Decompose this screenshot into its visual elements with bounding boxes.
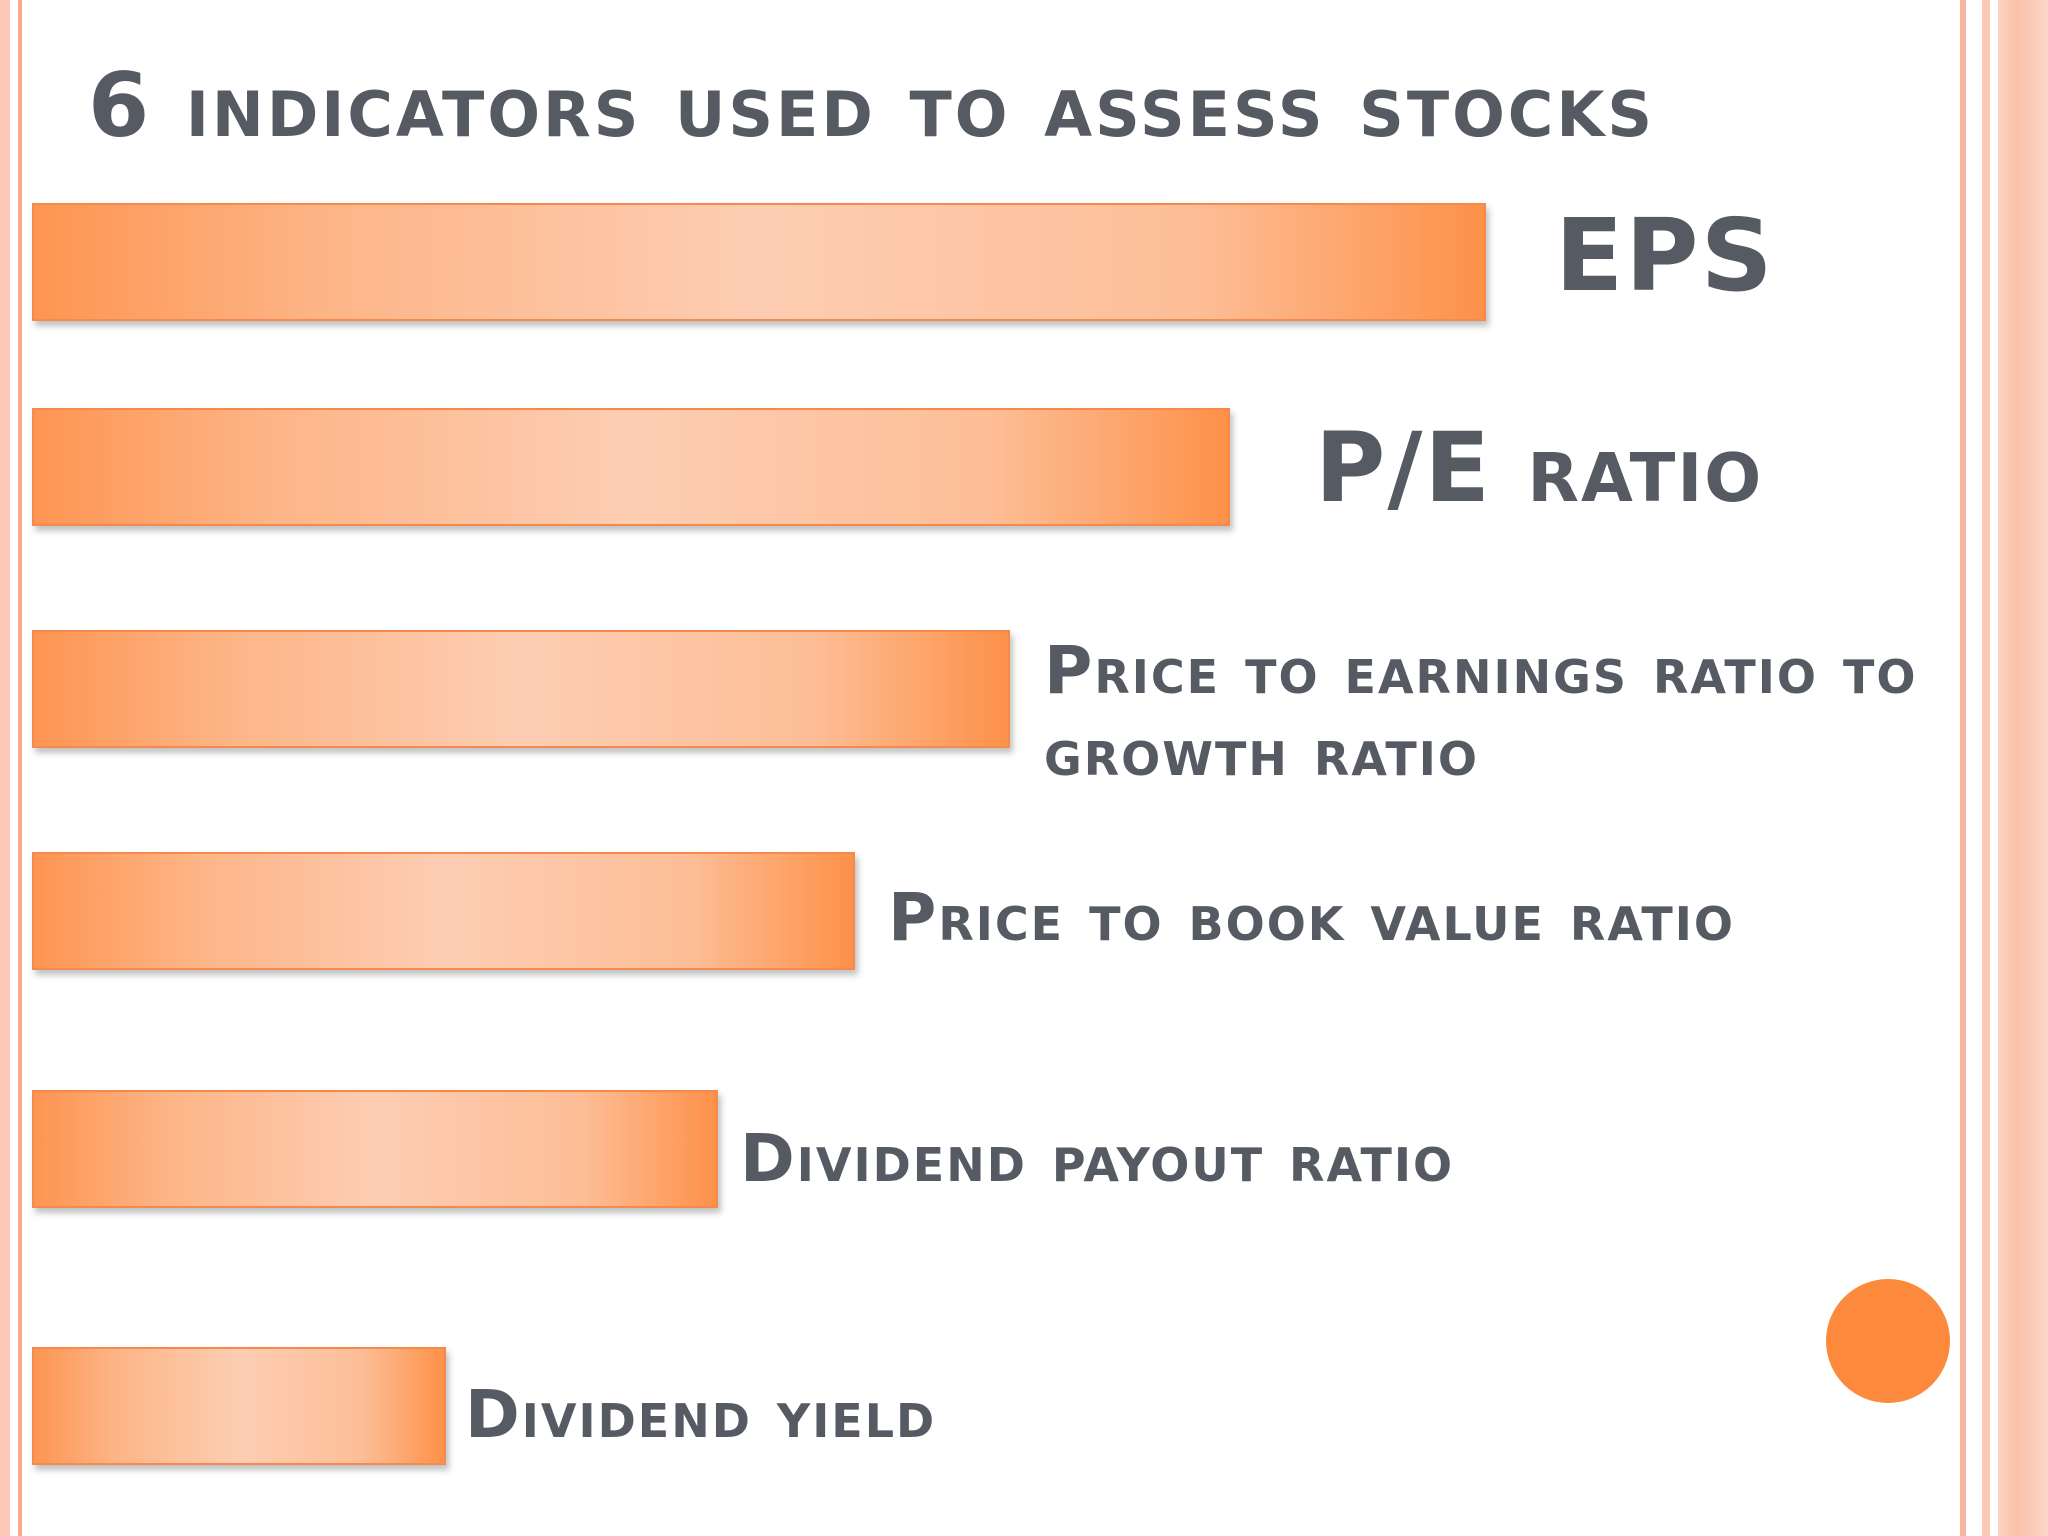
indicator-label-eps: EPS <box>1555 197 1775 314</box>
indicator-bar-pe-ratio <box>32 408 1230 526</box>
frame-stripe-right-outer <box>1998 0 2048 1536</box>
indicator-label-price-to-book: Price to book value ratio <box>888 879 1735 956</box>
indicator-bar-dividend-yield <box>32 1347 446 1465</box>
slide-title: 6 indicators used to assess stocks <box>88 54 1656 157</box>
indicator-label-dividend-payout: Dividend payout ratio <box>740 1120 1455 1197</box>
indicator-label-pe-ratio: P/E ratio <box>1315 412 1764 524</box>
frame-stripe-right-gap <box>1966 0 1982 1536</box>
frame-stripe-right-gap-2 <box>1990 0 1998 1536</box>
frame-stripe-left-gap <box>10 0 18 1536</box>
indicator-label-dividend-yield: Dividend yield <box>465 1376 937 1453</box>
frame-stripe-left-outer <box>0 0 10 1536</box>
indicator-bar-dividend-payout <box>32 1090 718 1208</box>
indicator-bar-eps <box>32 203 1486 321</box>
decorative-circle <box>1826 1279 1950 1403</box>
indicator-bar-peg-ratio <box>32 630 1010 748</box>
frame-stripe-right-inner <box>1960 0 1966 1536</box>
indicator-label-peg-ratio: Price to earnings ratio to growth ratio <box>1044 632 1918 791</box>
indicator-bar-price-to-book <box>32 852 855 970</box>
frame-stripe-right-middle <box>1982 0 1990 1536</box>
frame-stripe-left-inner <box>18 0 22 1536</box>
